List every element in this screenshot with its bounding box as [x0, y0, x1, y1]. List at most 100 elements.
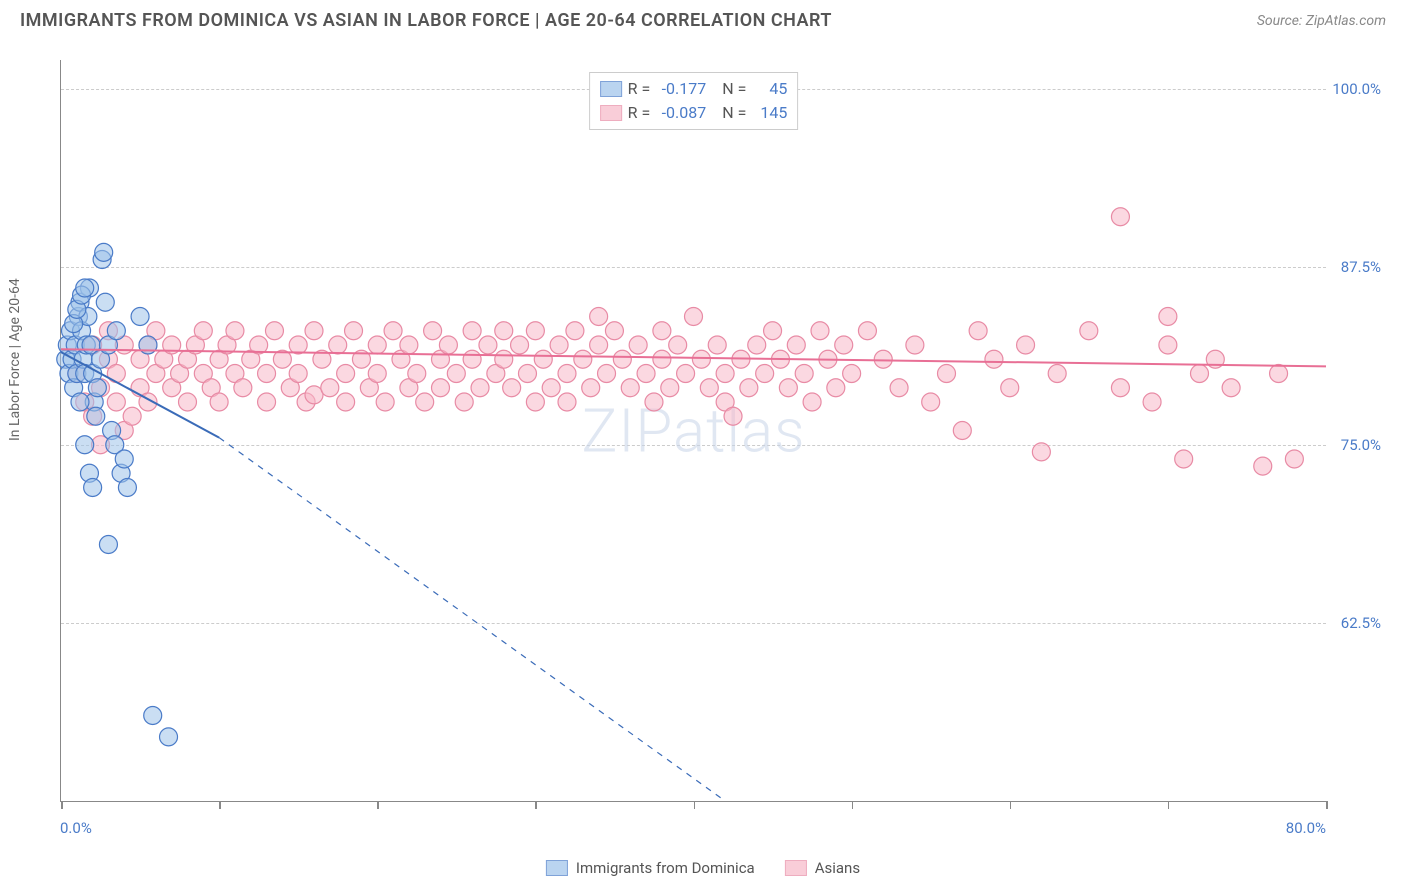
data-point — [76, 436, 94, 454]
data-point — [598, 365, 616, 383]
data-point — [329, 336, 347, 354]
data-point — [542, 379, 560, 397]
data-point — [99, 536, 117, 554]
data-point — [518, 365, 536, 383]
legend-swatch — [785, 860, 807, 876]
data-point — [787, 336, 805, 354]
x-axis-min-label: 0.0% — [60, 819, 92, 837]
data-point — [1143, 393, 1161, 411]
data-point — [115, 450, 133, 468]
data-point — [1111, 208, 1129, 226]
data-point — [613, 350, 631, 368]
source-attribution: Source: ZipAtlas.com — [1257, 13, 1386, 29]
data-point — [922, 393, 940, 411]
x-tick — [61, 801, 63, 809]
data-point — [906, 336, 924, 354]
y-tick-label: 87.5% — [1341, 258, 1381, 276]
x-axis-max-label: 80.0% — [1286, 819, 1326, 837]
data-point — [258, 393, 276, 411]
data-point — [669, 336, 687, 354]
data-point — [692, 350, 710, 368]
data-point — [345, 322, 363, 340]
stats-r-label: R = — [628, 101, 651, 125]
data-point — [637, 365, 655, 383]
data-point — [526, 322, 544, 340]
data-point — [210, 393, 228, 411]
data-point — [511, 336, 529, 354]
x-tick — [535, 801, 537, 809]
data-point — [424, 322, 442, 340]
data-point — [748, 336, 766, 354]
data-point — [938, 365, 956, 383]
data-point — [1191, 365, 1209, 383]
data-point — [400, 336, 418, 354]
data-point — [87, 407, 105, 425]
data-point — [653, 350, 671, 368]
stats-legend-row: R = -0.087 N = 145 — [600, 101, 788, 125]
chart-container: In Labor Force | Age 20-64 ZIPatlas R = … — [20, 50, 1386, 832]
data-point — [953, 422, 971, 440]
data-point — [289, 365, 307, 383]
data-point — [1285, 450, 1303, 468]
plot-area: ZIPatlas R = -0.177 N = 45 R = -0.087 N … — [60, 60, 1326, 802]
stats-r-value: -0.087 — [656, 101, 706, 125]
data-point — [84, 479, 102, 497]
data-point — [590, 308, 608, 326]
data-point — [107, 322, 125, 340]
y-tick-label: 75.0% — [1341, 436, 1381, 454]
data-point — [289, 336, 307, 354]
data-point — [226, 322, 244, 340]
stats-n-label: N = — [722, 101, 746, 125]
bottom-legend: Immigrants from Dominica Asians — [546, 859, 860, 877]
legend-swatch — [600, 105, 622, 121]
data-point — [1001, 379, 1019, 397]
trend-line-extrapolated — [219, 438, 725, 801]
data-point — [874, 350, 892, 368]
data-point — [118, 479, 136, 497]
data-point — [463, 322, 481, 340]
data-point — [858, 322, 876, 340]
data-point — [495, 350, 513, 368]
data-point — [384, 322, 402, 340]
data-point — [234, 379, 252, 397]
data-point — [724, 407, 742, 425]
data-point — [88, 379, 106, 397]
x-tick — [1326, 801, 1328, 809]
data-point — [566, 322, 584, 340]
stats-n-value: 145 — [752, 101, 787, 125]
legend-swatch — [546, 860, 568, 876]
data-point — [479, 336, 497, 354]
x-tick — [1168, 801, 1170, 809]
data-point — [605, 322, 623, 340]
data-point — [985, 350, 1003, 368]
data-point — [764, 322, 782, 340]
legend-label: Immigrants from Dominica — [576, 859, 755, 877]
data-point — [582, 379, 600, 397]
data-point — [376, 393, 394, 411]
data-point — [534, 350, 552, 368]
data-point — [408, 365, 426, 383]
y-axis-title: In Labor Force | Age 20-64 — [7, 278, 23, 441]
data-point — [144, 707, 162, 725]
data-point — [661, 379, 679, 397]
data-point — [890, 379, 908, 397]
data-point — [590, 336, 608, 354]
stats-r-label: R = — [628, 77, 651, 101]
data-point — [1175, 450, 1193, 468]
data-point — [756, 365, 774, 383]
data-point — [368, 336, 386, 354]
data-point — [716, 365, 734, 383]
x-tick — [852, 801, 854, 809]
data-point — [503, 379, 521, 397]
stats-r-value: -0.177 — [656, 77, 706, 101]
data-point — [1159, 308, 1177, 326]
data-point — [337, 393, 355, 411]
stats-legend: R = -0.177 N = 45 R = -0.087 N = 145 — [589, 72, 799, 130]
data-point — [1017, 336, 1035, 354]
data-point — [526, 393, 544, 411]
data-point — [645, 393, 663, 411]
data-point — [368, 365, 386, 383]
data-point — [179, 393, 197, 411]
data-point — [558, 393, 576, 411]
data-point — [321, 379, 339, 397]
